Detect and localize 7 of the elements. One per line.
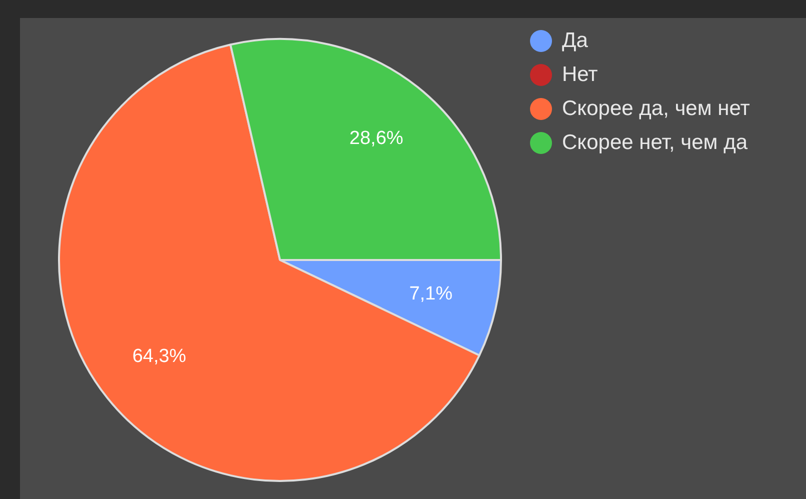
data-label: 28,6% xyxy=(349,128,404,150)
legend-label: Нет xyxy=(562,62,598,88)
legend-label: Скорее нет, чем да xyxy=(562,130,748,156)
legend-label: Скорее да, чем нет xyxy=(562,96,750,122)
data-label: 64,3% xyxy=(132,346,186,367)
legend-label: Да xyxy=(562,28,588,54)
data-label: 7,1% xyxy=(409,283,453,304)
